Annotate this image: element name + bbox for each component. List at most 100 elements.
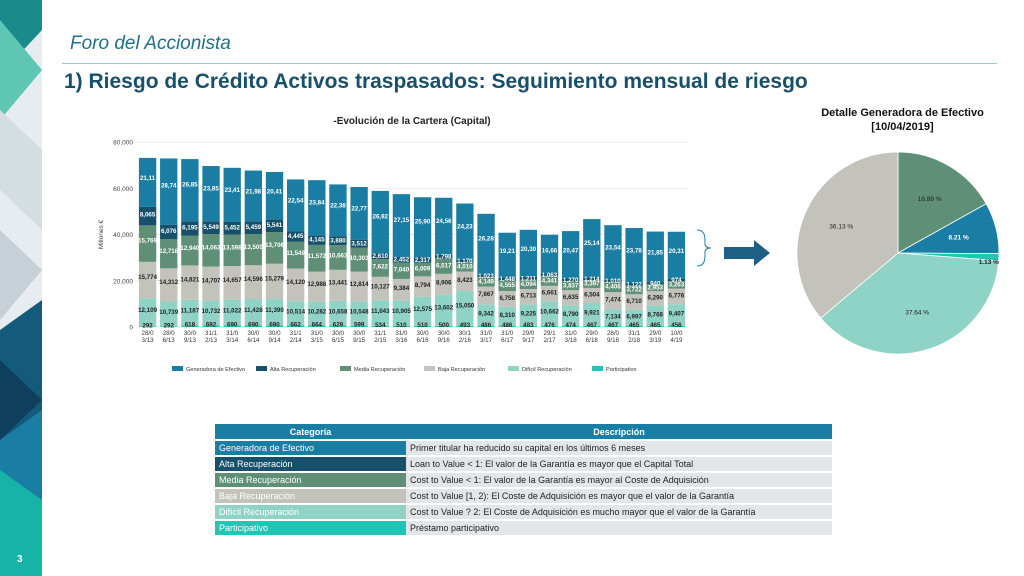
bar-segment	[329, 236, 347, 246]
table-row: Baja Recuperación Cost to Value [1, 2): E…	[215, 489, 832, 503]
y-axis-label: Millones €	[98, 219, 105, 249]
data-label: 20,47	[563, 248, 579, 255]
data-label: 13,441	[328, 280, 347, 287]
bar-segment	[181, 299, 199, 326]
table-row: Generadora de Efectivo Primer titular ha …	[215, 441, 832, 455]
data-label: 3,880	[330, 237, 346, 244]
data-label: 6,195	[182, 224, 198, 231]
x-tick-label: 28/0	[142, 330, 155, 337]
data-label: 21,11	[140, 175, 156, 182]
data-label: 10,548	[350, 308, 369, 315]
bar-segment	[477, 213, 495, 275]
data-label: 9,342	[478, 310, 494, 317]
bar-segment	[308, 235, 326, 245]
bar-segment	[286, 325, 305, 327]
data-label: 6,997	[626, 314, 642, 321]
bar-segment	[583, 219, 601, 278]
x-tick-label: 31/0	[311, 330, 324, 337]
x-tick-label: 30/1	[459, 330, 472, 337]
bar-segment	[202, 266, 220, 301]
data-label: 22,77	[351, 206, 367, 213]
legend-label: Participativo	[606, 367, 636, 373]
x-tick-label: 31/1	[205, 330, 218, 337]
data-label: 8,794	[415, 282, 431, 289]
bar-segment	[667, 288, 686, 305]
legend-swatch	[508, 366, 519, 371]
data-label: 510	[417, 322, 428, 329]
bar-segment	[244, 234, 263, 266]
bar-segment	[286, 301, 305, 326]
bar-segment	[540, 234, 559, 274]
data-label: 4,445	[288, 233, 304, 240]
data-label: 7,040	[394, 267, 410, 274]
bar-segment	[561, 231, 580, 279]
x-tick-label: 31/1	[374, 330, 387, 337]
data-label: 14,120	[286, 279, 305, 286]
data-label: 629	[333, 322, 344, 329]
data-label: 6,776	[669, 292, 685, 299]
legend-label: Baja Recuperación	[438, 367, 485, 373]
data-label: 8,423	[457, 277, 473, 284]
x-tick-label: 29/0	[649, 330, 662, 337]
x-tick-label: 2/16	[459, 337, 472, 344]
data-label: 25,14	[584, 240, 600, 247]
data-label: 4,406	[605, 284, 621, 291]
data-label: 8,065	[140, 212, 156, 219]
data-label: 11,022	[223, 308, 242, 315]
data-label: 662	[290, 321, 301, 328]
data-label: 456	[671, 322, 682, 329]
table-header-description: Descripción	[406, 424, 832, 439]
data-label: 476	[544, 322, 555, 329]
bar-segment	[519, 325, 538, 327]
data-label: 5,541	[267, 222, 283, 229]
data-label: 12,109	[138, 307, 157, 314]
bar-segment	[625, 325, 643, 327]
table-header-category: Categoría	[215, 424, 406, 439]
data-label: 13,706	[265, 242, 284, 249]
description-cell: Cost to Value < 1: El valor de la Garant…	[406, 473, 832, 487]
x-tick-label: 2/15	[374, 337, 387, 344]
bar-segment	[583, 277, 601, 281]
data-label: 664	[312, 321, 323, 328]
data-label: 24,56	[436, 218, 452, 225]
x-tick-label: 6/13	[163, 337, 176, 344]
bar-segment	[456, 325, 474, 327]
x-tick-label: 3/17	[480, 337, 493, 344]
bar-segment	[413, 296, 432, 326]
bar-segment	[308, 244, 326, 272]
data-label: 12,718	[159, 248, 178, 255]
data-label: 22,38	[330, 203, 346, 210]
bar-segment	[223, 299, 241, 326]
bar-segment	[138, 326, 157, 327]
data-label: 8,768	[648, 311, 664, 318]
bar-segment	[583, 325, 601, 327]
data-label: 2,953	[648, 285, 664, 292]
data-label: 11,549	[286, 250, 305, 257]
bar-segment	[498, 280, 516, 292]
data-label: 692	[206, 321, 217, 328]
data-label: 14,596	[244, 276, 263, 283]
bar-segment	[604, 225, 622, 280]
bar-segment	[625, 285, 643, 295]
pie-slice-label: 16.89 %	[918, 196, 942, 203]
y-tick-label: 80,000	[113, 140, 133, 147]
pie-slice-label: 36.13 %	[829, 224, 853, 231]
bar-segment	[160, 301, 178, 327]
data-label: 1,063	[542, 272, 558, 279]
bar-segment	[202, 234, 220, 267]
bar-segment	[223, 167, 241, 222]
bar-segment	[286, 268, 305, 302]
table-row: Difícil Recuperación Cost to Value ? 2: E…	[215, 505, 832, 519]
bar-segment	[138, 157, 157, 207]
data-label: 534	[375, 322, 386, 329]
legend-label: Generadora de Efectivo	[186, 367, 245, 373]
bar-segment	[667, 304, 686, 326]
bar-segment	[329, 184, 347, 237]
data-label: 6,713	[521, 293, 537, 300]
x-tick-label: 3/15	[311, 337, 324, 344]
bar-segment	[646, 231, 664, 283]
data-label: 4,341	[542, 277, 558, 284]
category-cell: Media Recuperación	[215, 473, 406, 487]
pie-slice	[897, 151, 987, 254]
pie-slice-label: 37.64 %	[905, 310, 929, 317]
